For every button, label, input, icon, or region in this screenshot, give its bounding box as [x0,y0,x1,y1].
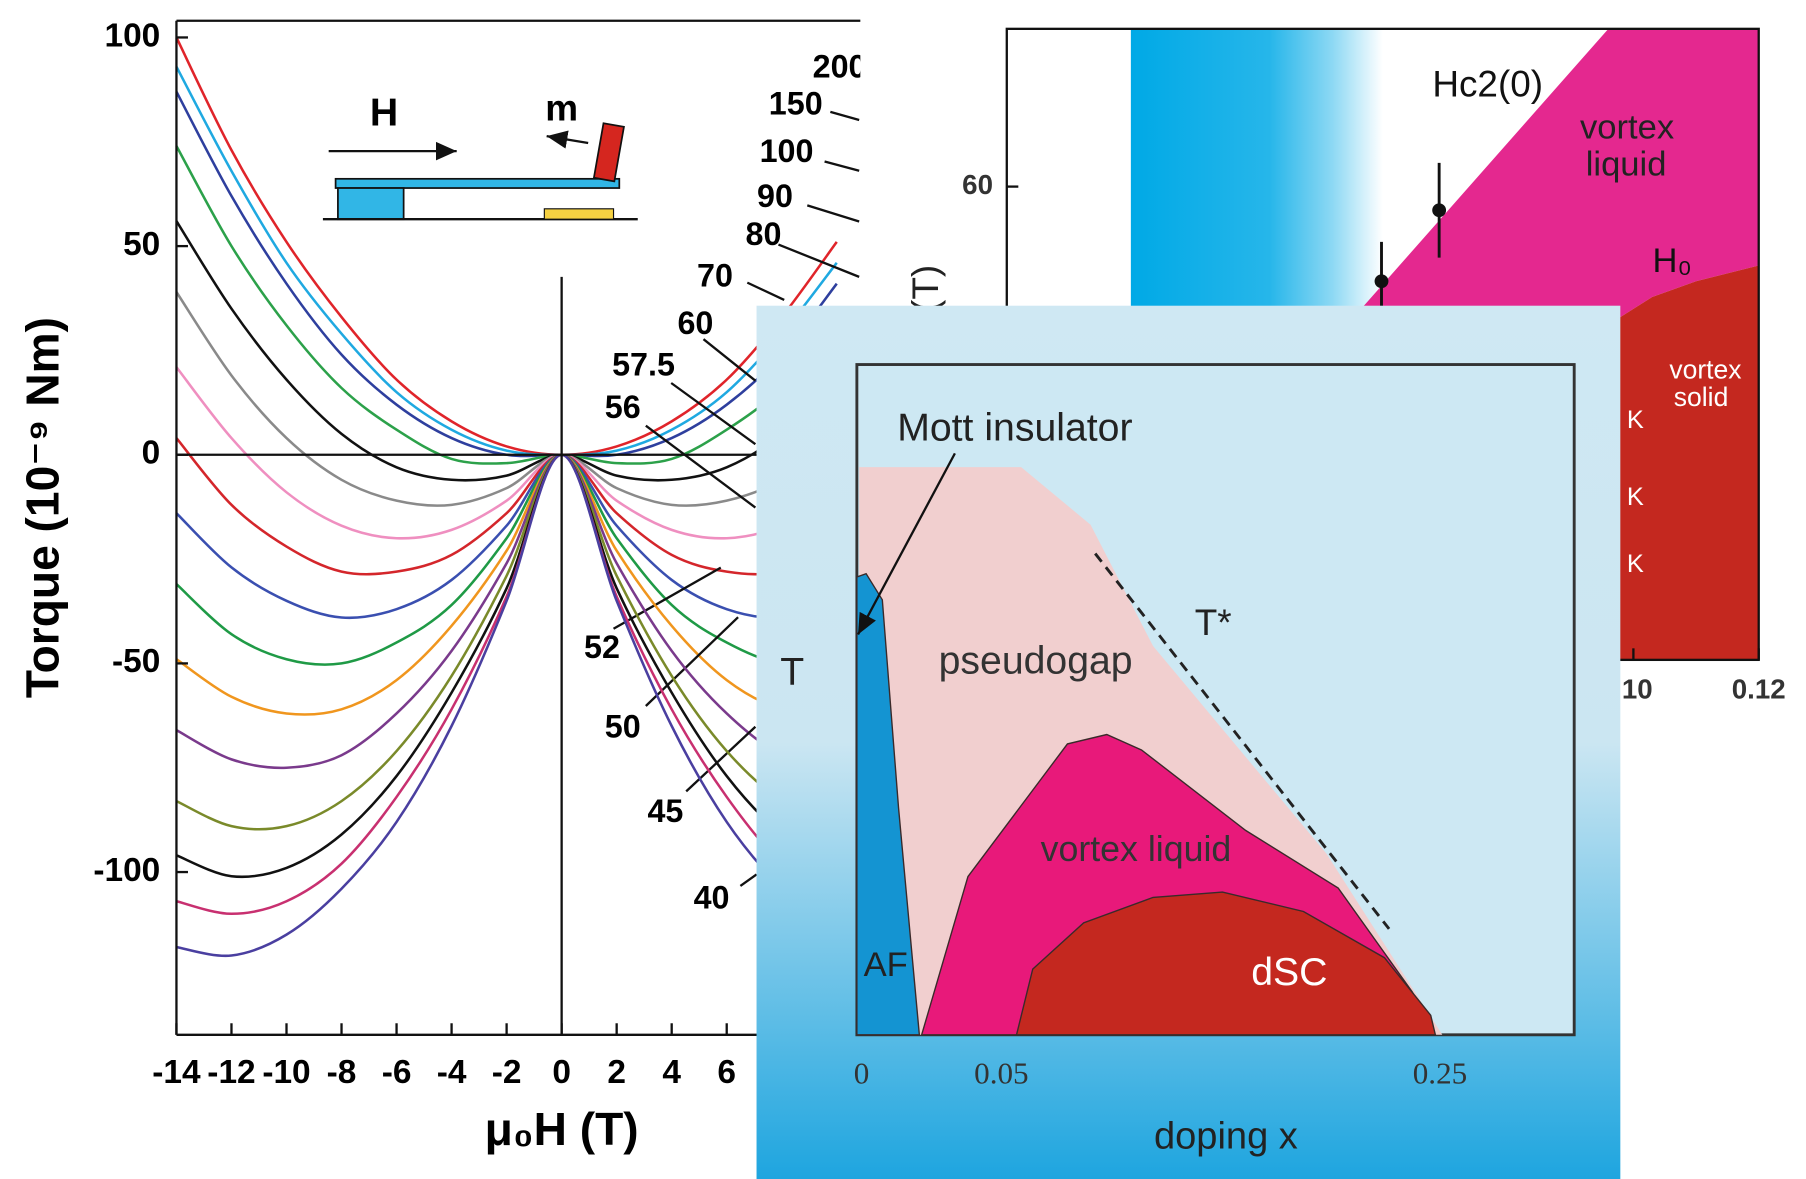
annotation: H₀ [1653,242,1692,280]
curve-leader [739,873,758,887]
annotation: K [1627,483,1644,511]
cantilever-inset [322,122,638,221]
x-tick-label: -6 [382,1054,412,1091]
x-tick-label: 0.05 [974,1055,1028,1090]
x-tick-label: -12 [207,1054,255,1091]
x-tick-label: 0 [552,1054,571,1091]
curve-leader [830,110,860,122]
x-tick-label: 0.12 [1732,673,1786,704]
torque-curve [175,453,838,770]
annotation: K [1627,406,1644,434]
torque-curve [175,91,838,458]
region-label: vortex solid [1669,354,1742,412]
curve-leader [670,382,757,446]
x-tick-label: -2 [492,1054,522,1091]
curve-leader [746,281,785,301]
curve-label: 57.5 [612,346,675,382]
torque-curve [175,453,838,620]
curve-leader [702,338,757,382]
curve-label: 56 [605,389,641,425]
annotation: K [1627,550,1644,578]
x-tick-label: -4 [437,1054,467,1091]
torque-curve [175,453,837,666]
torque-curve [175,366,838,540]
y-tick-label: 60 [962,169,993,200]
y-tick-label: -100 [93,852,160,889]
torque-curve [175,453,838,879]
x-tick-label: 6 [717,1054,736,1091]
torque-curve [176,453,838,916]
x-tick-label: -8 [327,1054,357,1091]
y-axis-label: (T) [905,265,946,312]
x-axis-label: doping x [1154,1116,1298,1158]
phase-region [1015,891,1437,1036]
torque-curve [175,66,838,457]
curve-label: 45 [647,793,683,829]
x-axis-label: μ₀H (T) [485,1103,639,1155]
torque-curve [175,145,838,465]
y-tick-label: 0 [142,435,161,472]
region-label: vortex liquid [1041,829,1232,869]
line-label: T* [1195,602,1232,643]
region-label-box: vortex solid [1669,354,1742,412]
curve-leader [645,424,757,509]
y-tick-label: -50 [112,643,160,680]
annotation-arrow [857,452,956,636]
curve-label: 100 [760,133,814,169]
torque-curve [175,291,838,507]
torque-curve [176,453,838,958]
y-axis-label: T [780,651,804,694]
curve-label: 90 [757,178,793,214]
region-label: AF [864,946,908,984]
curve-label: 150 [769,86,823,122]
x-tick-label: 0.25 [1413,1055,1467,1090]
curve-label: 40 [694,879,730,915]
curve-label: 200 [813,49,867,85]
curve-label: 50 [605,709,641,745]
region-label: pseudogap [939,640,1133,683]
chart-0: 2001501009080706057.55652504540100500-50… [16,17,867,1155]
phase-region [1614,265,1759,660]
curve-leader [824,160,860,172]
torque-curve [175,36,838,457]
annotation: Mott insulator [897,407,1132,450]
curve-label: 70 [697,258,733,294]
curve-leader [685,725,757,793]
torque-curve [175,437,838,576]
region-label: dSC [1251,951,1327,994]
annotation: Hc2(0) [1432,63,1543,104]
curve-label: 80 [745,216,781,252]
x-tick-label: 4 [662,1054,681,1091]
region-label: vortex liquid [1579,109,1675,183]
phase-region [856,572,921,1036]
curve-leader [778,243,860,278]
x-tick-label: 2 [607,1054,626,1091]
data-point [1432,203,1447,218]
x-tick-label: .10 [1614,673,1652,704]
x-tick-label: 0 [854,1055,870,1090]
x-tick-label: -10 [262,1054,310,1091]
inset-label: m [545,87,578,128]
x-tick-label: -14 [152,1054,201,1091]
curve-leader [806,204,860,223]
torque-curve [175,220,838,482]
curve-label: 52 [584,629,620,665]
y-axis-label: Torque (10⁻⁹ Nm) [16,317,68,698]
inset-label: H [370,92,398,135]
region-label-box: vortex liquid [1579,109,1675,183]
curve-leader [645,616,739,707]
y-tick-label: 100 [105,17,161,54]
boundary-line [1094,552,1391,930]
torque-curve [175,453,837,716]
torque-curve [175,453,838,831]
data-point [1374,274,1389,289]
y-tick-label: 50 [123,226,160,263]
curve-label: 60 [677,305,713,341]
